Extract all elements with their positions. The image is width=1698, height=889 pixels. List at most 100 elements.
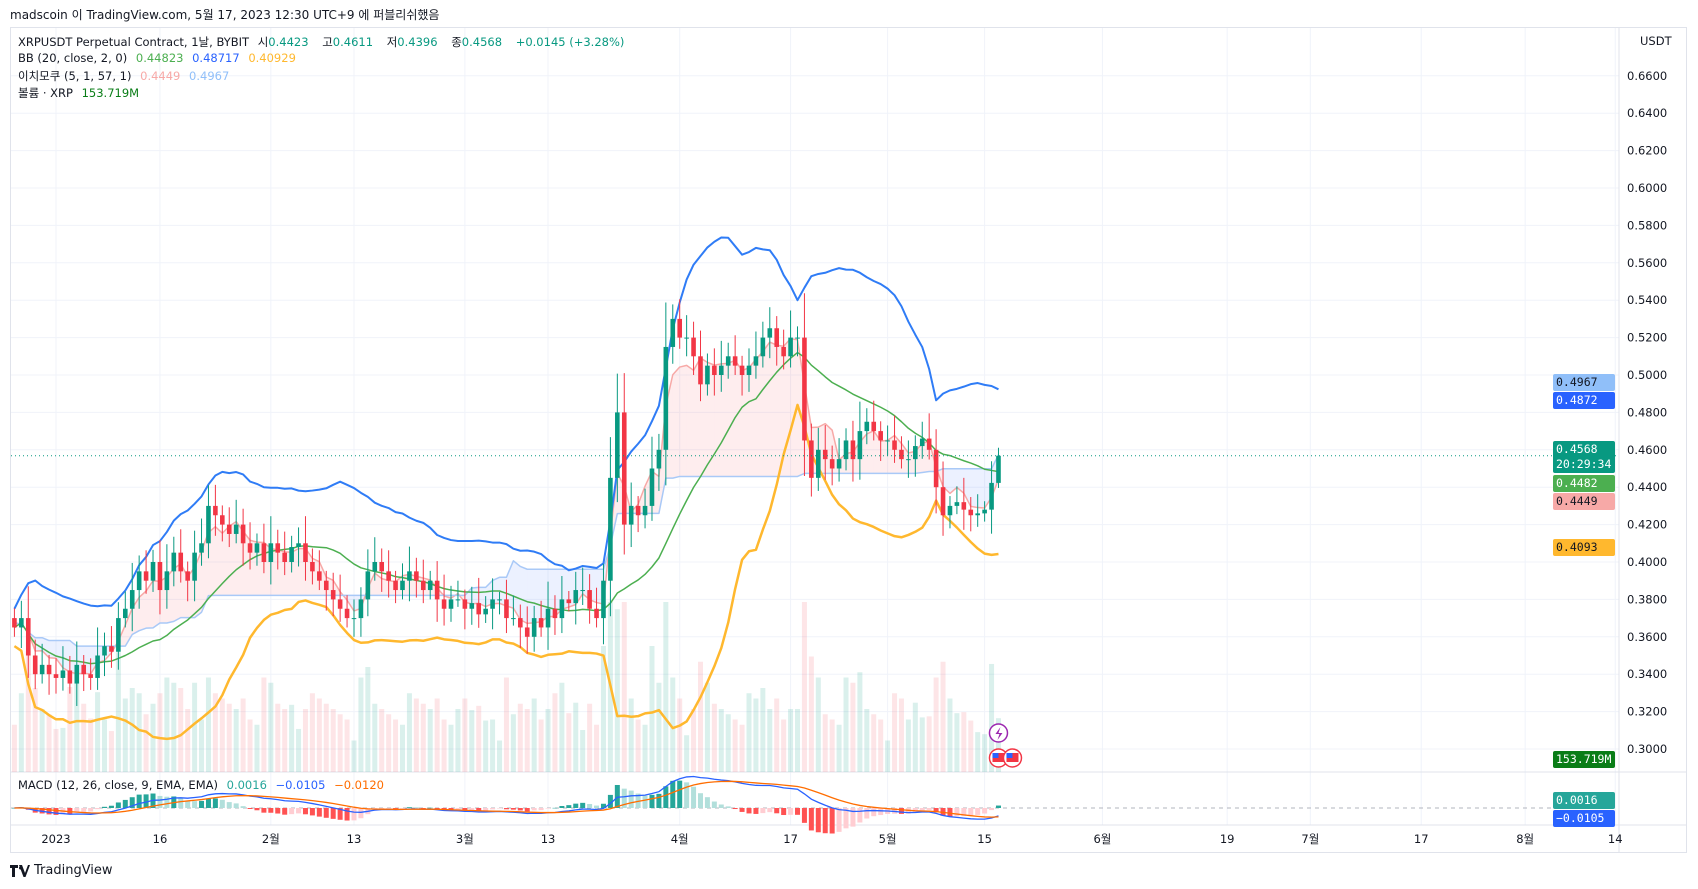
cloud-segment — [229, 521, 237, 596]
candle-body — [206, 505, 211, 544]
candle-body — [649, 468, 655, 506]
symbol-title[interactable]: XRPUSDT Perpetual Contract, 1날, BYBIT — [18, 35, 250, 49]
macd-hist-bar — [122, 799, 128, 808]
candle — [393, 570, 398, 604]
price-label: 0.4967 — [1553, 374, 1615, 391]
macd-hist-bar — [476, 808, 482, 811]
candle-body — [102, 646, 107, 656]
candle-body — [123, 608, 128, 619]
volume-bar — [594, 724, 600, 772]
macd-hist-bar — [434, 808, 440, 809]
candle-body — [518, 618, 523, 628]
candle-body — [53, 674, 59, 678]
candle-body — [261, 543, 267, 562]
macd-hist-bar — [982, 808, 988, 814]
volume-bar — [871, 714, 877, 772]
candle-body — [982, 509, 987, 514]
candle-body — [157, 562, 163, 591]
price-tick-label: 0.4400 — [1627, 480, 1667, 494]
price-tick-label: 0.3600 — [1627, 630, 1667, 644]
macd-hist-bar — [517, 808, 523, 811]
candle-body — [511, 618, 516, 620]
candle-body — [386, 571, 391, 581]
volume-bar — [704, 682, 710, 772]
macd-hist-bar — [115, 802, 121, 808]
volume-bar — [524, 709, 530, 772]
candle-countdown: 20:29:34 — [1556, 457, 1612, 471]
candle — [878, 421, 883, 462]
candle-body — [663, 346, 669, 450]
cloud-segment — [374, 572, 382, 596]
candle-body — [913, 446, 918, 460]
macd-hist-bar — [136, 794, 142, 808]
candle-body — [524, 627, 530, 637]
candle — [39, 643, 45, 684]
candle — [434, 561, 440, 622]
volume-title[interactable]: 볼륨 · XRP — [18, 86, 73, 100]
volume-bar — [989, 663, 995, 772]
macd-hist-bar — [843, 808, 849, 829]
volume-bar — [199, 719, 205, 772]
candle — [476, 577, 482, 628]
candle-body — [109, 646, 114, 652]
tradingview-logo[interactable]: TradingView — [10, 863, 113, 878]
candle-body — [143, 571, 149, 581]
candle-body — [989, 482, 994, 510]
candle-body — [19, 618, 24, 628]
candle-body — [712, 365, 717, 375]
candle-body — [795, 337, 800, 339]
macd-title[interactable]: MACD (12, 26, close, 9, EMA, EMA) — [18, 778, 218, 792]
candle-body — [816, 449, 821, 478]
macd-hist-bar — [302, 808, 308, 815]
volume-bar — [32, 688, 38, 772]
cloud-segment — [62, 640, 70, 673]
macd-hist-bar — [600, 803, 606, 808]
macd-hist-bar — [379, 808, 385, 809]
volume-bar — [351, 740, 357, 772]
cloud-segment — [90, 646, 98, 674]
candle — [192, 530, 197, 602]
tradingview-logo-icon — [10, 864, 30, 877]
volume-bar — [670, 677, 676, 772]
macd-hist-bar — [919, 808, 925, 811]
candle-body — [379, 562, 385, 572]
candle — [989, 461, 994, 534]
candle-body — [753, 356, 759, 366]
time-tick-label: 13 — [541, 832, 556, 846]
candle — [46, 655, 52, 695]
price-tick-label: 0.6400 — [1627, 106, 1667, 120]
macd-hist-bar — [663, 786, 669, 808]
time-tick-label: 7월 — [1301, 832, 1319, 846]
candle-body — [365, 571, 371, 600]
volume-bar — [448, 724, 454, 772]
bb-title[interactable]: BB (20, close, 2, 0) — [18, 51, 128, 65]
time-tick-label: 2023 — [41, 832, 70, 846]
macd-hist-bar — [829, 808, 835, 834]
cloud-segment — [790, 338, 798, 477]
candle — [74, 641, 80, 706]
macd-hist-bar — [594, 805, 600, 808]
candle — [129, 562, 135, 632]
macd-hist-bar — [88, 808, 94, 812]
candle-body — [975, 513, 980, 516]
time-tick-label: 8월 — [1516, 832, 1534, 846]
candle-body — [268, 543, 274, 562]
candle — [462, 589, 468, 630]
candle-body — [836, 459, 842, 469]
price-tick-label: 0.4800 — [1627, 405, 1667, 419]
macd-hist-bar — [164, 796, 170, 808]
volume-bar — [122, 698, 128, 772]
candle-body — [587, 590, 592, 609]
candle-body — [774, 328, 780, 347]
volume-bar — [885, 740, 891, 772]
macd-histogram — [11, 780, 1001, 834]
volume-bar — [455, 709, 461, 772]
cloud-segment — [721, 363, 729, 477]
candle-body — [337, 599, 343, 609]
volume-bar — [677, 698, 683, 772]
macd-hist-value: 0.0016 — [226, 778, 267, 792]
ichimoku-title[interactable]: 이치모쿠 (5, 1, 57, 1) — [18, 69, 132, 83]
candle — [698, 330, 703, 402]
price-tick-label: 0.3800 — [1627, 592, 1667, 606]
